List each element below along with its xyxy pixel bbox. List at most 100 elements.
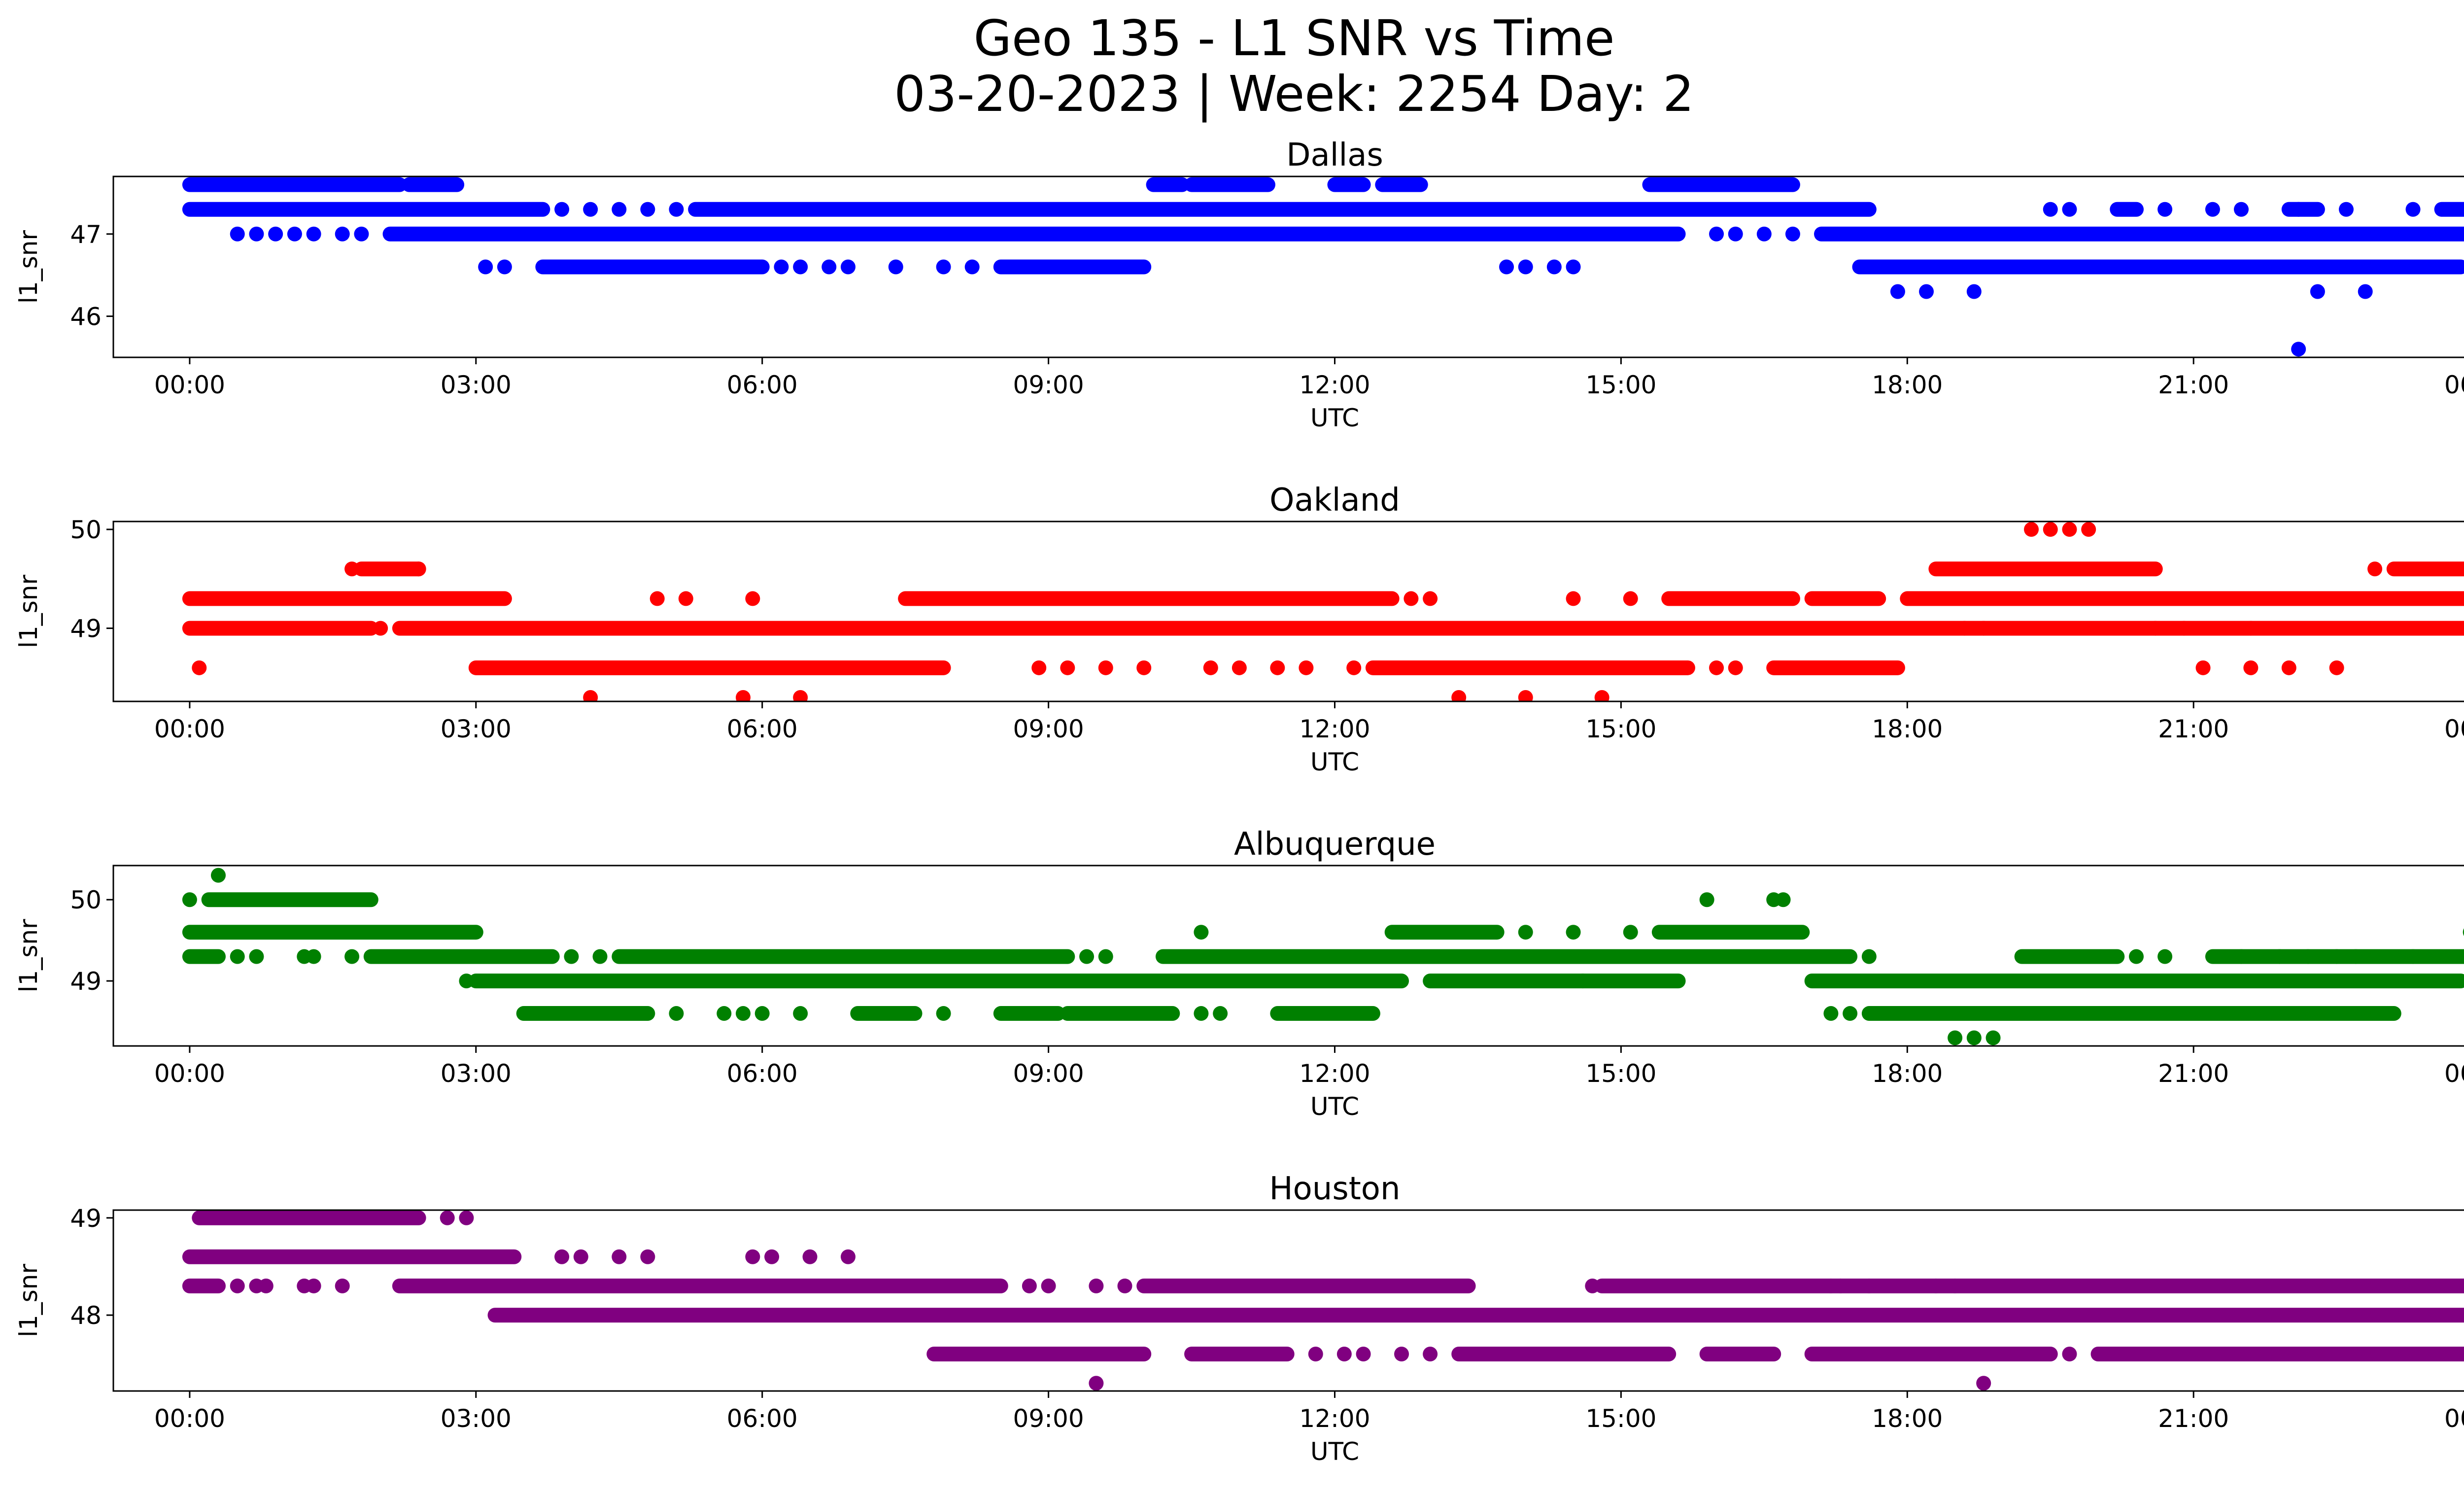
point-run bbox=[1642, 177, 1800, 192]
x-tick-label: 09:00 bbox=[1013, 1059, 1084, 1088]
x-tick-label: 06:00 bbox=[727, 1059, 798, 1088]
y-tick-label: 49 bbox=[70, 967, 102, 996]
point-run bbox=[688, 202, 1877, 217]
data-point bbox=[1022, 1278, 1037, 1293]
point-run bbox=[1146, 177, 1190, 192]
data-point bbox=[2272, 949, 2287, 964]
data-point bbox=[745, 1249, 760, 1264]
point-run bbox=[2110, 202, 2144, 217]
point-run bbox=[1375, 177, 1428, 192]
data-point bbox=[1203, 660, 1218, 675]
data-point bbox=[840, 1249, 856, 1264]
data-point bbox=[735, 1006, 751, 1021]
point-run bbox=[1575, 973, 1686, 989]
data-point bbox=[1957, 621, 1972, 636]
data-point bbox=[2329, 949, 2344, 964]
figure-title-line2: 03-20-2023 | Week: 2254 Day: 2 bbox=[894, 65, 1694, 123]
x-tick-label: 00:00 bbox=[2444, 371, 2464, 399]
data-point bbox=[1194, 925, 1209, 940]
point-run bbox=[487, 1308, 2464, 1323]
x-tick-label: 06:00 bbox=[727, 715, 798, 743]
point-run bbox=[363, 949, 560, 964]
data-point bbox=[1728, 1347, 1743, 1362]
data-point bbox=[249, 226, 264, 242]
data-point bbox=[2024, 522, 2039, 537]
x-tick-label: 18:00 bbox=[1872, 1404, 1943, 1433]
x-tick-label: 00:00 bbox=[154, 715, 225, 743]
data-point bbox=[344, 949, 360, 964]
point-run bbox=[1184, 1347, 1295, 1362]
point-run bbox=[2434, 202, 2464, 217]
point-run bbox=[402, 177, 465, 192]
data-point bbox=[2195, 660, 2211, 675]
data-point bbox=[2062, 522, 2077, 537]
data-point bbox=[1518, 690, 1533, 701]
data-point bbox=[1709, 660, 1724, 675]
data-point bbox=[306, 1278, 321, 1293]
data-point bbox=[1423, 591, 1438, 606]
data-point bbox=[459, 973, 474, 989]
x-axis-label: UTC bbox=[1310, 1437, 1359, 1466]
data-point bbox=[2291, 1347, 2306, 1362]
point-run bbox=[898, 591, 1400, 606]
point-run bbox=[1852, 259, 2464, 275]
data-point bbox=[1213, 1006, 1228, 1021]
point-run bbox=[993, 259, 1152, 275]
y-tick-label: 50 bbox=[70, 886, 102, 914]
point-run bbox=[1365, 660, 1695, 675]
panel-oakland: Oakland 00:00 03:00 06:00 09:00 12:00 15:00 18:… bbox=[14, 482, 2464, 776]
point-run bbox=[535, 259, 770, 275]
data-point bbox=[2176, 621, 2191, 636]
point-run bbox=[182, 1249, 522, 1264]
point-run bbox=[850, 1006, 923, 1021]
point-run bbox=[926, 1347, 1152, 1362]
x-tick-label: 12:00 bbox=[1299, 1059, 1370, 1088]
y-tick-label: 46 bbox=[70, 303, 102, 331]
data-point bbox=[497, 259, 512, 275]
data-point bbox=[210, 868, 226, 883]
data-marks bbox=[182, 177, 2464, 357]
x-tick-label: 06:00 bbox=[727, 1404, 798, 1433]
x-tick-label: 15:00 bbox=[1585, 1404, 1656, 1433]
data-point bbox=[1728, 660, 1743, 675]
data-point bbox=[2339, 202, 2354, 217]
data-point bbox=[1031, 660, 1047, 675]
point-run bbox=[182, 202, 550, 217]
point-run bbox=[182, 1278, 226, 1293]
data-point bbox=[1232, 660, 1247, 675]
data-point bbox=[1060, 660, 1075, 675]
data-point bbox=[1948, 1278, 1963, 1293]
point-run bbox=[201, 892, 378, 907]
data-point bbox=[936, 259, 951, 275]
data-point bbox=[478, 259, 493, 275]
data-point bbox=[258, 1278, 274, 1293]
point-run bbox=[1594, 1278, 1839, 1293]
data-point bbox=[2157, 949, 2173, 964]
data-point bbox=[2310, 1347, 2325, 1362]
point-run bbox=[1451, 1347, 1677, 1362]
y-tick-label: 50 bbox=[70, 516, 102, 544]
data-point bbox=[182, 892, 197, 907]
data-point bbox=[669, 202, 684, 217]
point-run bbox=[1804, 1347, 2058, 1362]
point-run bbox=[468, 973, 1409, 989]
data-point bbox=[2234, 202, 2249, 217]
data-point bbox=[592, 949, 608, 964]
x-tick-label: 15:00 bbox=[1585, 371, 1656, 399]
data-point bbox=[1833, 1278, 1848, 1293]
point-run bbox=[1136, 1278, 1476, 1293]
data-point bbox=[1890, 284, 1905, 299]
data-point bbox=[2129, 949, 2144, 964]
y-axis-label: l1_snr bbox=[14, 919, 43, 992]
x-tick-label: 00:00 bbox=[154, 371, 225, 399]
point-run bbox=[182, 621, 378, 636]
data-point bbox=[335, 1278, 350, 1293]
y-tick-label: 49 bbox=[70, 1204, 102, 1233]
data-point bbox=[2291, 202, 2306, 217]
data-point bbox=[1861, 1278, 1877, 1293]
x-tick-label: 12:00 bbox=[1299, 371, 1370, 399]
point-run bbox=[1861, 1006, 1944, 1021]
data-point bbox=[612, 1249, 627, 1264]
x-tick-label: 21:00 bbox=[2158, 1404, 2229, 1433]
data-point bbox=[1098, 660, 1113, 675]
